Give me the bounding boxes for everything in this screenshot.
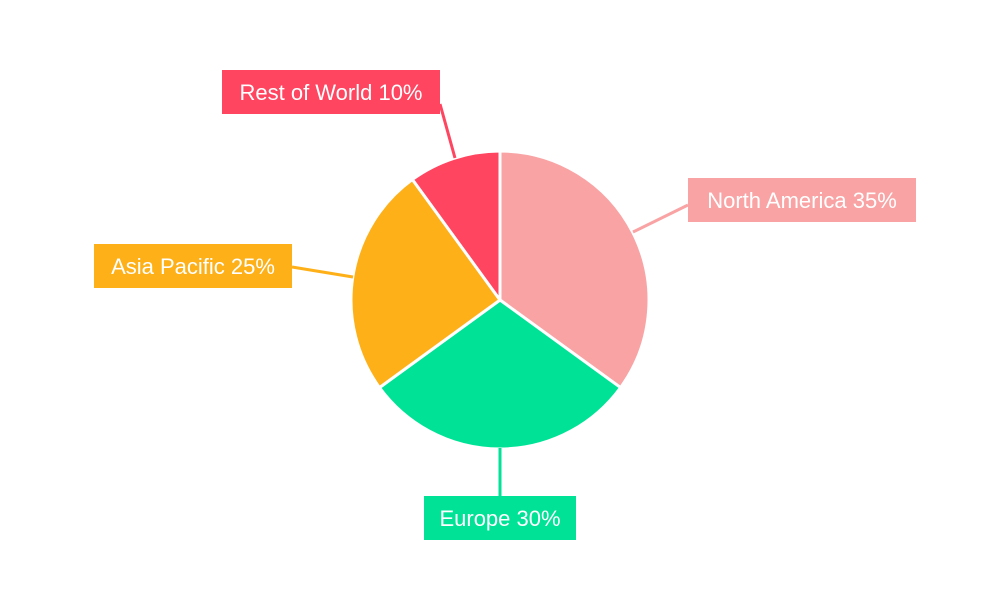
- leader-line-rest-of-world: [438, 103, 457, 159]
- pie-slice-north-america[interactable]: [498, 149, 651, 390]
- label-text-north-america: North America 35%: [707, 188, 897, 213]
- label-box-europe: [424, 496, 576, 540]
- label-text-asia-pacific: Asia Pacific 25%: [111, 254, 275, 279]
- data-label-asia-pacific: Asia Pacific 25%: [94, 244, 354, 288]
- data-label-north-america: North America 35%: [632, 178, 916, 234]
- label-box-north-america: [688, 178, 916, 222]
- label-box-rest-of-world: [222, 70, 440, 114]
- data-label-europe: Europe 30%: [424, 448, 576, 540]
- label-box-asia-pacific: [94, 244, 292, 288]
- data-label-rest-of-world: Rest of World 10%: [222, 70, 457, 159]
- leader-line-asia-pacific: [291, 265, 354, 279]
- pie-slice-rest-of-world[interactable]: [410, 149, 502, 302]
- label-text-europe: Europe 30%: [439, 506, 560, 531]
- label-text-rest-of-world: Rest of World 10%: [239, 80, 422, 105]
- leader-line-north-america: [632, 203, 689, 234]
